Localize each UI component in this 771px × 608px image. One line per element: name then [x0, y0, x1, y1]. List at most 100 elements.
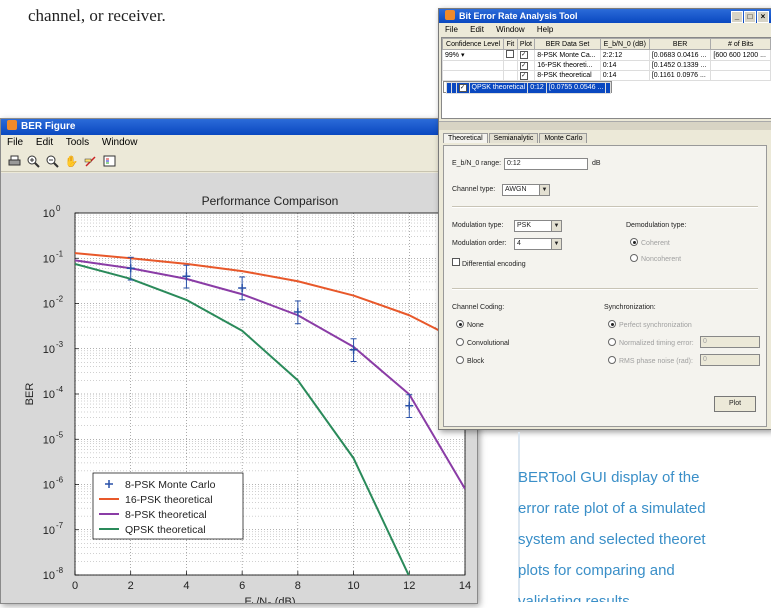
- dataset-name[interactable]: QPSK theoretical: [468, 82, 529, 94]
- plot-checkbox[interactable]: ✓: [458, 84, 467, 92]
- table-row-selected[interactable]: ✓ QPSK theoretical 0:12 [0.0755 0.0546 .…: [442, 81, 613, 94]
- chevron-down-icon: ▼: [551, 239, 561, 249]
- sync-phase-noise-radio[interactable]: RMS phase noise (rad):: [608, 356, 693, 365]
- plot-checkbox[interactable]: ✓: [519, 71, 528, 80]
- tab-monte-carlo[interactable]: Monte Carlo: [539, 133, 588, 143]
- pan-hand-icon[interactable]: ✋: [64, 155, 79, 168]
- ebno-cell: 0:14: [599, 70, 650, 81]
- chevron-down-icon: ▼: [551, 221, 561, 231]
- data-cursor-icon[interactable]: [83, 154, 98, 169]
- menu-window[interactable]: Window: [496, 25, 525, 34]
- plot-checkbox[interactable]: ✓: [519, 51, 528, 59]
- coding-convolutional-radio[interactable]: Convolutional: [456, 338, 509, 347]
- menu-help[interactable]: Help: [536, 25, 554, 34]
- menu-edit[interactable]: Edit: [470, 25, 484, 34]
- figure-caption: BERTool GUI display of the error rate pl…: [518, 462, 768, 602]
- tab-semianalytic[interactable]: Semianalytic: [488, 133, 539, 143]
- y-tick-label: 10: [43, 570, 55, 582]
- print-icon[interactable]: [7, 154, 22, 169]
- menu-edit[interactable]: Edit: [35, 137, 54, 148]
- y-tick-exponent: -8: [56, 566, 64, 575]
- dataset-name[interactable]: 8-PSK theoretical: [534, 70, 601, 81]
- matlab-icon: [445, 10, 455, 20]
- y-tick-label: 10: [43, 299, 55, 311]
- ebno-range-input[interactable]: 0:12: [504, 158, 588, 170]
- tab-theoretical[interactable]: Theoretical: [443, 133, 488, 143]
- bertool-window: Bit Error Rate Analysis Tool _ □ × File …: [438, 8, 771, 430]
- y-tick-exponent: -5: [56, 430, 64, 439]
- zoom-out-icon[interactable]: [45, 154, 60, 169]
- chart-title: Performance Comparison: [202, 194, 339, 208]
- x-tick-label: 14: [459, 580, 471, 592]
- ebno-unit: dB: [592, 160, 601, 167]
- legend-label: 8-PSK Monte Carlo: [125, 479, 216, 491]
- menu-file[interactable]: File: [445, 25, 458, 34]
- demod-noncoherent-radio[interactable]: Noncoherent: [630, 254, 681, 263]
- y-tick-label: 10: [43, 525, 55, 537]
- y-tick-exponent: -4: [56, 385, 64, 394]
- zoom-in-icon[interactable]: [26, 154, 41, 169]
- y-tick-exponent: -1: [56, 249, 64, 258]
- bertool-titlebar[interactable]: Bit Error Rate Analysis Tool _ □ ×: [439, 9, 771, 23]
- close-icon[interactable]: ×: [757, 11, 769, 23]
- x-tick-label: 12: [403, 580, 415, 592]
- coding-none-radio[interactable]: None: [456, 320, 484, 329]
- ber-figure-window: BER Figure File Edit Tools Window ✋ 0 2 4 6…: [0, 118, 478, 608]
- legend-icon[interactable]: [102, 154, 117, 169]
- table-row[interactable]: 99% ▾ ✓ 8-PSK Monte Ca... 2:2:12 [0.0683…: [441, 49, 771, 61]
- plot-area: 0 2 4 6 8 10 12 14 10 0 10 -1 10 -2 10 -3 10 -4 10 -5 10 -6 10…: [1, 173, 477, 608]
- caption-line: plots for comparing and: [518, 562, 675, 579]
- channel-type-select[interactable]: AWGN ▼: [502, 184, 550, 196]
- y-tick-label: 10: [43, 480, 55, 492]
- figure-toolbar: ✋: [1, 151, 477, 172]
- modulation-type-label: Modulation type:: [452, 222, 504, 229]
- x-tick-label: 8: [295, 580, 301, 592]
- series-line-8-psk-theoretical: [75, 259, 465, 490]
- dataset-name[interactable]: 16-PSK theoreti...: [534, 60, 601, 71]
- plot-checkbox[interactable]: ✓: [519, 61, 528, 70]
- sync-timing-radio[interactable]: Normalized timing error:: [608, 338, 694, 347]
- intro-text: channel, or receiver.: [28, 6, 166, 25]
- modulation-type-select[interactable]: PSK ▼: [514, 220, 562, 232]
- y-tick-exponent: -7: [56, 521, 64, 530]
- col-dataset: BER Data Set: [534, 38, 601, 50]
- plot-button[interactable]: Plot: [714, 396, 756, 412]
- y-axis-label: BER: [24, 383, 36, 406]
- col-bits: # of Bits: [710, 38, 771, 50]
- sync-label: Synchronization:: [604, 304, 656, 311]
- sync-perfect-radio[interactable]: Perfect synchronization: [608, 320, 692, 329]
- modulation-order-select[interactable]: 4 ▼: [514, 238, 562, 250]
- menu-window[interactable]: Window: [101, 137, 138, 148]
- phase-noise-input[interactable]: 0: [700, 354, 760, 366]
- legend-label: 8-PSK theoretical: [125, 509, 207, 521]
- differential-encoding-option[interactable]: Differential encoding: [452, 258, 526, 268]
- x-tick-label: 2: [128, 580, 134, 592]
- menu-file[interactable]: File: [7, 137, 24, 148]
- minimize-icon[interactable]: _: [731, 11, 743, 23]
- timing-error-input[interactable]: 0: [700, 336, 760, 348]
- dataset-name[interactable]: 8-PSK Monte Ca...: [534, 49, 601, 61]
- table-row[interactable]: ✓ 8-PSK theoretical 0:14 [0.1161 0.0976 …: [441, 70, 771, 81]
- fit-checkbox[interactable]: [506, 50, 515, 58]
- col-ber: BER: [648, 38, 712, 50]
- bertool-menubar: File Edit Window Help: [439, 23, 771, 36]
- differential-checkbox[interactable]: [452, 258, 460, 266]
- confidence-select[interactable]: 99% ▾: [441, 49, 505, 61]
- channel-type-label: Channel type:: [452, 186, 496, 193]
- x-tick-label: 10: [347, 580, 359, 592]
- coding-block-radio[interactable]: Block: [456, 356, 484, 365]
- pane-splitter[interactable]: [439, 121, 771, 130]
- table-row[interactable]: ✓ 16-PSK theoreti... 0:14 [0.1452 0.1339…: [441, 60, 771, 71]
- demod-coherent-radio[interactable]: Coherent: [630, 238, 670, 247]
- y-tick-exponent: -6: [56, 476, 64, 485]
- divider: [452, 288, 758, 290]
- figure-titlebar[interactable]: BER Figure: [1, 119, 477, 135]
- ebno-cell: 0:14: [599, 60, 650, 71]
- maximize-icon[interactable]: □: [744, 11, 756, 23]
- figure-title: BER Figure: [21, 121, 76, 132]
- col-ebno: E_b/N_0 (dB): [599, 38, 650, 50]
- y-tick-label: 10: [43, 389, 55, 401]
- menu-tools[interactable]: Tools: [65, 137, 90, 148]
- col-plot: Plot: [516, 38, 536, 50]
